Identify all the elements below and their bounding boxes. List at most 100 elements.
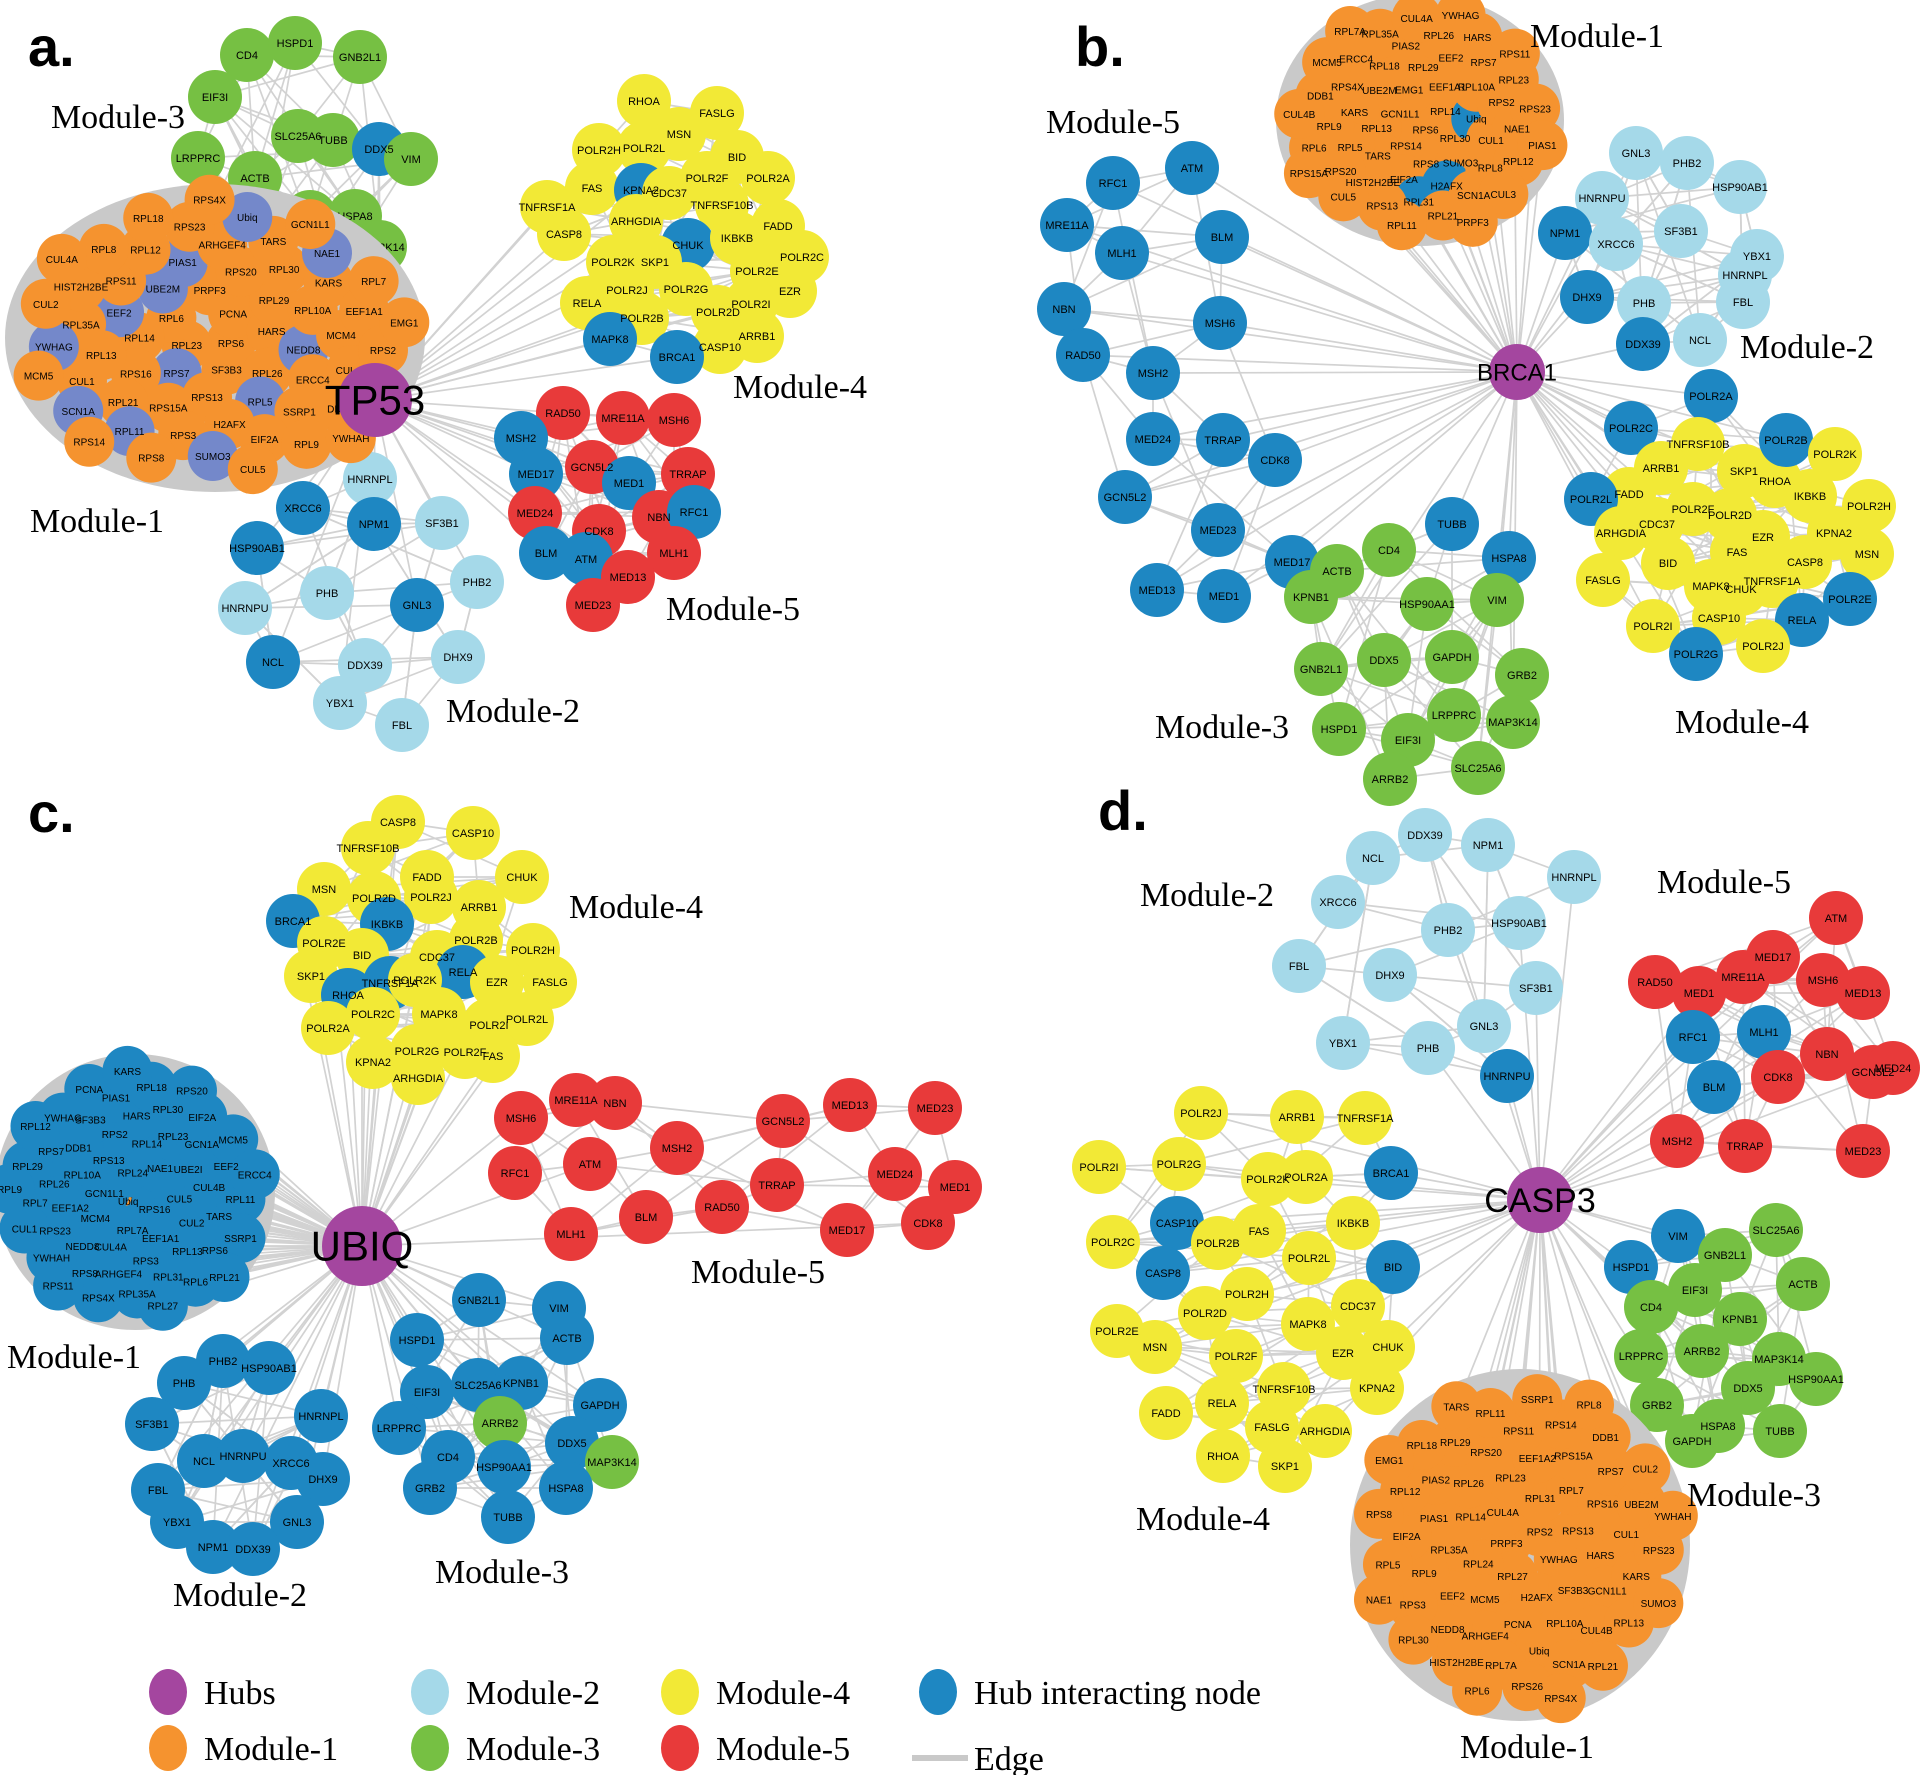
node-a-ARHGDIA [609, 194, 663, 248]
node-b-MLH1 [1095, 226, 1149, 280]
node-d-BID [1366, 1240, 1420, 1294]
node-d-TUBB [1753, 1404, 1807, 1458]
node-b-YWHAG [1435, 0, 1486, 41]
node-label-a-CDK8: CDK8 [584, 526, 613, 538]
node-label-c-RPL18: RPL18 [136, 1083, 167, 1094]
node-c-TNFRSF10B [341, 821, 395, 875]
edge [1342, 857, 1374, 1044]
node-d-KPNA2 [1350, 1361, 1404, 1415]
node-b-MSN [1840, 527, 1894, 581]
node-label-d-NEDD8: NEDD8 [1431, 1625, 1465, 1636]
node-label-c-RPL11: RPL11 [226, 1195, 256, 1206]
node-label-b-MSH6: MSH6 [1205, 318, 1236, 330]
node-label-a-POLR2A: POLR2A [746, 173, 790, 185]
node-label-d-RPL35A: RPL35A [1430, 1545, 1468, 1556]
hub-edge [1121, 252, 1518, 373]
node-d-KPNB1 [1713, 1292, 1767, 1346]
node-label-a-RPS13: RPS13 [191, 393, 223, 404]
node-label-d-RFC1: RFC1 [1679, 1032, 1708, 1044]
node-label-d-RPL13: RPL13 [1614, 1618, 1645, 1629]
node-d-TNFRSF1A [1338, 1091, 1392, 1145]
node-a-YBX1 [313, 676, 367, 730]
node-label-a-HARS: HARS [258, 327, 286, 338]
node-label-c-FAS: FAS [483, 1051, 504, 1063]
node-label-c-MED1: MED1 [940, 1182, 971, 1194]
node-b-MSH2 [1126, 346, 1180, 400]
node-label-a-RPS6: RPS6 [218, 339, 245, 350]
node-label-d-RPL29: RPL29 [1440, 1438, 1471, 1449]
node-c-MLH1 [544, 1207, 598, 1261]
node-label-d-DDB1: DDB1 [1592, 1433, 1619, 1444]
node-label-a-MCM4: MCM4 [326, 331, 356, 342]
legend-swatch-module-2 [411, 1669, 449, 1715]
node-label-a-RPL18: RPL18 [133, 214, 164, 225]
edge [776, 1184, 956, 1188]
node-a-HSP90AB1 [230, 521, 284, 575]
node-label-b-SKP1: SKP1 [1730, 466, 1758, 478]
node-label-d-FAS: FAS [1249, 1226, 1270, 1238]
node-label-d-KPNB1: KPNB1 [1722, 1314, 1758, 1326]
node-label-c-RPS23: RPS23 [39, 1227, 71, 1238]
node-label-b-RPS8: RPS8 [1413, 159, 1440, 170]
node-b-TRRAP [1196, 413, 1250, 467]
node-label-d-PIAS2: PIAS2 [1422, 1476, 1451, 1487]
node-label-a-MSH2: MSH2 [506, 433, 537, 445]
node-a-LRPPRC [171, 131, 225, 185]
node-c-PCNA [64, 1063, 115, 1114]
node-label-c-RPS8: RPS8 [72, 1269, 99, 1280]
node-label-c-YBX1: YBX1 [163, 1517, 191, 1529]
node-b-HSPD1 [1312, 702, 1366, 756]
node-label-b-EIF2A: EIF2A [1390, 175, 1418, 186]
panel-b-m3: TUBB CD4 ACTB HSPA8 KPNB1 HSP90AA1 VIM DDX5 GAPD… [1284, 497, 1549, 806]
module-label-d-m4: Module-4 [1136, 1501, 1270, 1538]
node-label-d-MED13: MED13 [1845, 988, 1882, 1000]
node-label-b-RPS20: RPS20 [1325, 167, 1357, 178]
node-label-b-RELA: RELA [1788, 615, 1817, 627]
node-label-d-RPL14: RPL14 [1455, 1512, 1486, 1523]
node-b-RAD50 [1056, 328, 1110, 382]
node-label-a-PHB2: PHB2 [463, 577, 492, 589]
hub-edge [1539, 1067, 1894, 1201]
hub-edge [1124, 371, 1518, 498]
node-a-POLR2L [617, 121, 671, 175]
node-b-GCN5L2 [1098, 470, 1152, 524]
node-label-d-RPS20: RPS20 [1470, 1448, 1502, 1459]
node-label-c-POLR2K: POLR2K [393, 975, 437, 987]
node-a-NCL [246, 635, 300, 689]
node-label-d-SKP1: SKP1 [1271, 1461, 1299, 1473]
hub-edge [1387, 1199, 1541, 1348]
node-d-EZR [1316, 1326, 1370, 1380]
node-label-c-EEF2: EEF2 [214, 1162, 239, 1173]
node-label-a-RPL26: RPL26 [252, 369, 283, 380]
node-label-a-ARHGDIA: ARHGDIA [611, 216, 662, 228]
panel-letter-a: a. [28, 15, 75, 78]
node-label-b-MLH1: MLH1 [1107, 248, 1136, 260]
node-label-a-POLR2B: POLR2B [620, 313, 663, 325]
node-label-d-BRCA1: BRCA1 [1373, 1168, 1410, 1180]
node-label-c-POLR2E: POLR2E [302, 938, 345, 950]
node-b-LRPPRC [1427, 688, 1481, 742]
node-label-b-CASP10: CASP10 [1698, 613, 1740, 625]
hub-edge [1508, 371, 1518, 559]
hub-BRCA1 [1489, 344, 1545, 400]
node-label-a-NEDD8: NEDD8 [287, 346, 321, 357]
node-label-a-RPS20: RPS20 [225, 268, 257, 279]
edge [1178, 1117, 1366, 1165]
panel-b-m1: RPS6 GCN1L1 RPL14 RPS14 EMG1 RPL30 RPL13 EEF1A1… [1274, 0, 1568, 251]
node-d-DDX39 [1398, 808, 1452, 862]
node-a-MSH6 [647, 393, 701, 447]
node-label-d-MED17: MED17 [1755, 952, 1792, 964]
node-label-b-CUL4A: CUL4A [1401, 14, 1434, 25]
node-b-PHB [1617, 276, 1671, 330]
node-label-c-RPL9: RPL9 [0, 1185, 23, 1196]
node-label-b-TNFRSF1A: TNFRSF1A [1744, 576, 1802, 588]
node-label-b-GAPDH: GAPDH [1432, 652, 1471, 664]
node-label-b-ARRB2: ARRB2 [1372, 774, 1409, 786]
node-label-b-CDK8: CDK8 [1260, 455, 1289, 467]
node-label-c-CD4: CD4 [437, 1452, 459, 1464]
node-label-b-RPS14: RPS14 [1390, 141, 1422, 152]
node-label-a-CASP10: CASP10 [699, 342, 741, 354]
node-label-b-RPS6: RPS6 [1413, 125, 1440, 136]
node-label-d-POLR2J: POLR2J [1180, 1108, 1222, 1120]
node-label-d-RPS8: RPS8 [1366, 1510, 1393, 1521]
